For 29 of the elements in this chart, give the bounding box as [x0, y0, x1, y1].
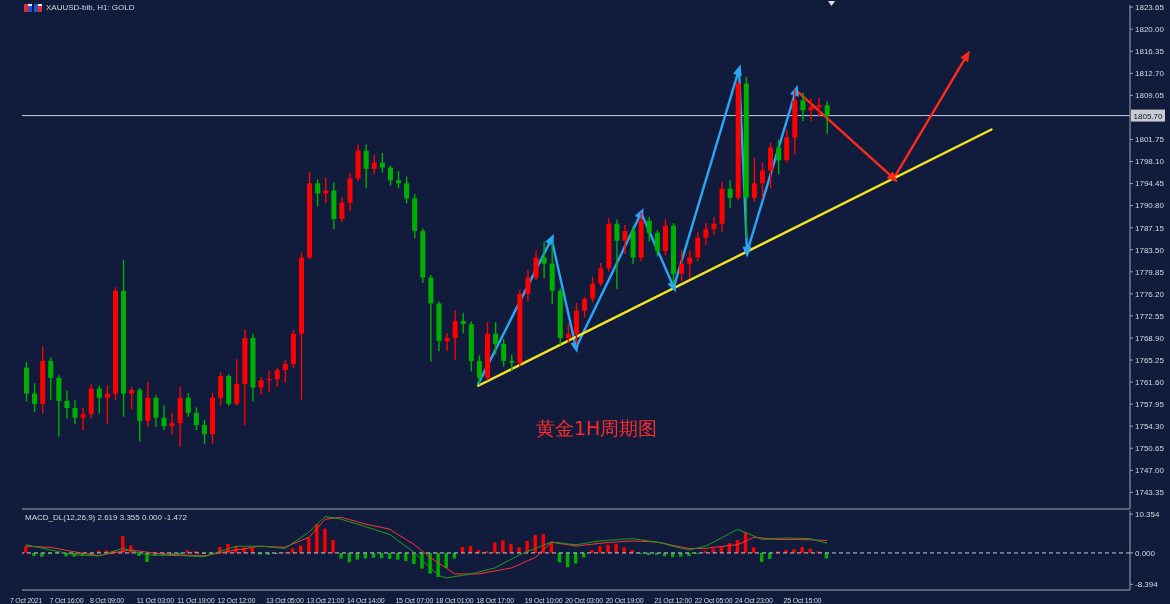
- y-tick-label: 1750.65: [1135, 444, 1165, 454]
- y-tick-label: 1801.75: [1135, 135, 1165, 145]
- ref-line-label: 1805.70: [1133, 111, 1164, 121]
- y-tick-label: 1783.50: [1135, 245, 1165, 255]
- y-tick-label: 1765.25: [1135, 355, 1165, 365]
- chart-title: MACD_DL(12,26,9) 2.619 3.355 0.000 -1.472: [25, 513, 187, 523]
- y-tick-label: 1820.00: [1135, 25, 1165, 35]
- y-tick-label: 1776.20: [1135, 289, 1165, 299]
- y-tick-label: 1768.90: [1135, 333, 1165, 343]
- chart-title: XAUUSD-bib, H1: GOLD: [46, 3, 135, 13]
- y-tick-label: 0.000: [1135, 548, 1156, 558]
- y-tick-label: 1757.95: [1135, 399, 1165, 409]
- y-tick-label: 1798.10: [1135, 157, 1165, 167]
- y-tick-label: 1812.70: [1135, 69, 1165, 79]
- annotation: 黄金1H周期图: [536, 416, 658, 441]
- y-tick-label: 1790.80: [1135, 201, 1165, 211]
- y-tick-label: 1779.85: [1135, 267, 1165, 277]
- y-tick-label: 1743.35: [1135, 488, 1165, 498]
- y-tick-label: 1772.55: [1135, 311, 1165, 321]
- y-tick-label: 1754.30: [1135, 422, 1165, 432]
- y-tick-label: 1816.35: [1135, 47, 1165, 57]
- y-tick-label: 1747.00: [1135, 466, 1165, 476]
- y-tick-label: 1823.65: [1135, 2, 1165, 12]
- y-tick-label: 1761.60: [1135, 377, 1165, 387]
- y-tick-label: 1794.45: [1135, 179, 1165, 189]
- y-tick-label: -8.394: [1135, 580, 1159, 590]
- y-tick-label: 10.354: [1135, 510, 1161, 520]
- y-tick-label: 1809.05: [1135, 91, 1165, 101]
- y-tick-label: 1787.15: [1135, 223, 1165, 233]
